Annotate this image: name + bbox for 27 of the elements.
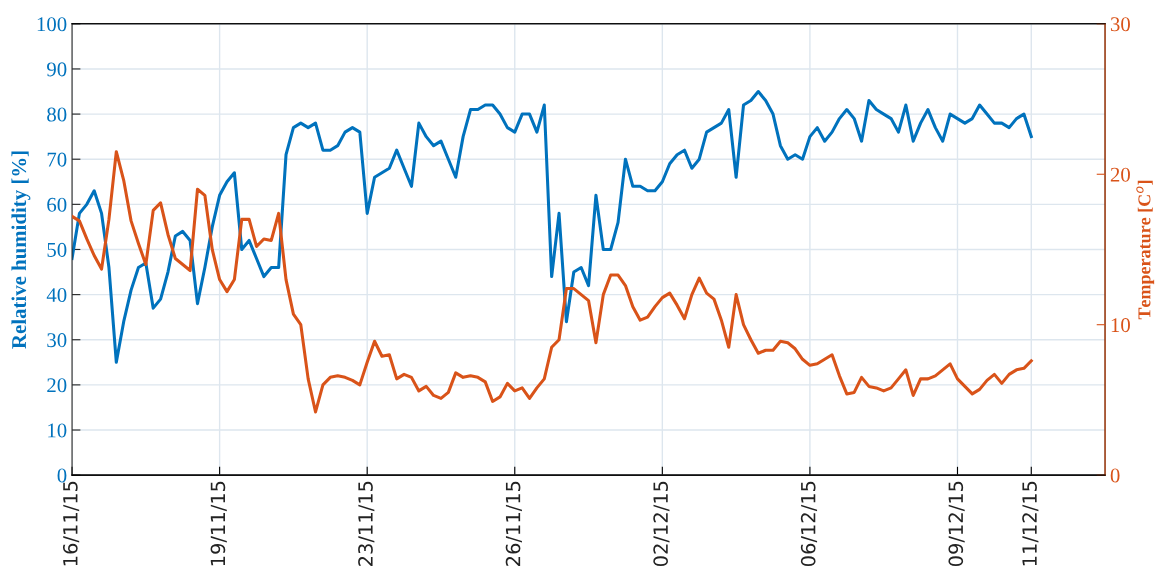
x-tick-label: 19/11/15 — [210, 481, 227, 566]
y-tick-label: 50 — [47, 242, 67, 257]
line-series — [72, 150, 1033, 414]
y-tick-label: 0 — [57, 468, 67, 483]
y2-axis-title: Temperature [C$^{o}$] — [1136, 180, 1155, 320]
y-tick-label: 70 — [47, 152, 67, 167]
x-tick-label: 09/12/15 — [948, 481, 965, 567]
y-tick-label: 80 — [47, 107, 67, 122]
y2-tick-label: 0 — [1110, 468, 1120, 483]
y-tick-label: 40 — [46, 287, 67, 303]
x-tick-label: 26/11/15 — [505, 481, 522, 566]
y-tick-label: 100 — [37, 17, 67, 32]
x-tick-label: 23/11/15 — [358, 481, 375, 566]
x-tick-label: 02/12/15 — [653, 481, 670, 567]
y2-tick-label: 10 — [1111, 318, 1130, 333]
y-tick-label: 90 — [47, 62, 67, 77]
line-series — [72, 89, 1033, 364]
y-axis-title: Relative humidity [%] — [11, 151, 31, 349]
y-tick-label: 10 — [48, 423, 67, 438]
y2-tick-label: 30 — [1110, 17, 1130, 32]
y-tick-label: 30 — [47, 333, 67, 348]
x-tick-label: 11/12/15 — [1022, 481, 1039, 566]
y-tick-label: 20 — [47, 378, 67, 393]
y2-tick-label: 20 — [1110, 167, 1130, 182]
y-tick-label: 60 — [47, 197, 67, 212]
x-tick-label: 16/11/15 — [62, 481, 80, 566]
x-tick-label: 06/12/15 — [800, 481, 818, 567]
